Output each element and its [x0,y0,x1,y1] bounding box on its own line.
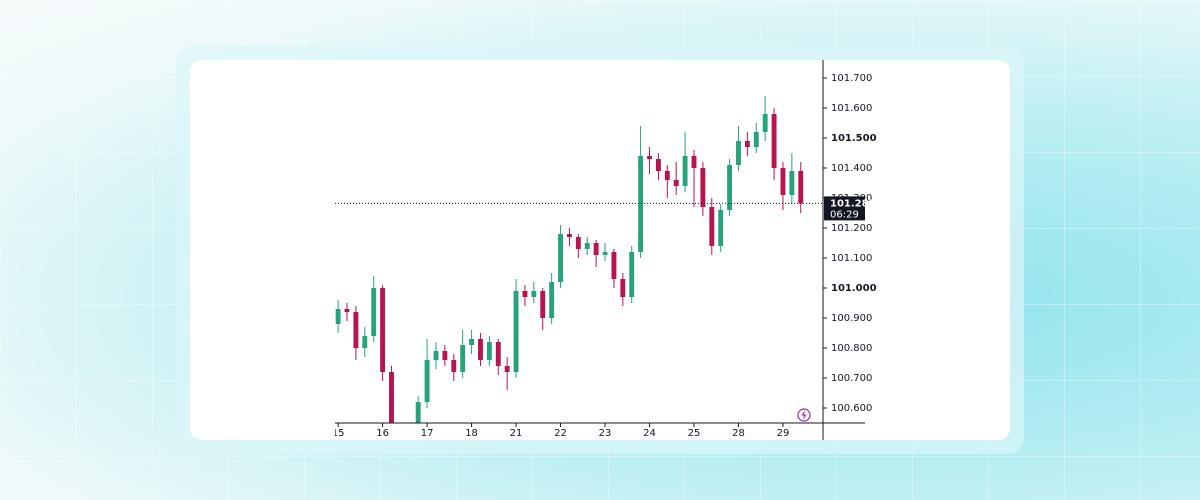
plot-area [335,96,804,423]
candle-body [371,288,377,336]
candle-body [549,282,555,318]
y-tick-label: 101.400 [831,163,872,174]
candle-body [611,252,617,279]
candle-body [469,339,475,345]
y-tick-label: 101.200 [831,223,872,234]
candle-body [460,345,466,372]
y-tick-label: 101.700 [831,73,872,84]
candle-body [691,156,697,168]
candle-body [424,360,430,402]
candle-body [762,114,768,132]
y-tick-label: 101.000 [831,283,877,294]
y-tick-label: 100.800 [831,343,872,354]
candle-body [629,252,635,297]
candle-body [442,351,448,360]
last-price-box [824,196,865,221]
candle-body [744,141,750,147]
candle-body [522,291,528,297]
candle-body [647,156,652,159]
candle-body [353,312,359,348]
x-tick-label: 22 [554,428,567,439]
x-tick-label: 24 [643,428,656,439]
candle-body [718,210,724,246]
candle-body [771,114,777,168]
candle-body [753,132,759,147]
y-tick-label: 100.900 [831,313,872,324]
card [190,60,1010,440]
candle-body [495,342,501,366]
candle-body [380,288,386,372]
last-price-label: 101.282 [830,198,876,209]
candle-body [798,171,804,204]
candle-body [638,156,644,252]
candle-body [655,159,661,171]
candle-body [602,252,608,255]
candle-body [415,402,421,423]
candle-body [620,279,626,297]
candle-body [344,309,350,312]
candle-body [727,165,733,210]
candle-body [780,168,786,195]
status-icon [797,408,811,422]
candle-body [540,291,546,318]
candle-body [673,180,679,186]
candle-body [664,171,670,180]
candle-body [736,141,741,165]
x-tick-label: 25 [688,428,701,439]
y-tick-label: 101.600 [831,103,872,114]
candle-body [584,243,590,249]
candle-body [700,168,706,207]
x-tick-label: 17 [421,428,434,439]
candle-body [682,156,688,186]
candle-body [478,339,483,360]
x-tick-label: 15 [332,428,345,439]
x-tick-label: 21 [510,428,523,439]
candle-body [486,342,492,360]
x-tick-label: 23 [599,428,612,439]
candle-body [335,309,341,324]
candle-body [566,234,572,237]
candle-body [513,291,519,372]
x-tick-label: 29 [777,428,790,439]
candle-body [593,243,599,255]
x-tick-label: 16 [376,428,389,439]
candle-body [389,372,394,423]
y-tick-label: 101.500 [831,133,877,144]
candle-body [575,237,581,249]
candle-body [451,360,457,372]
x-tick-label: 18 [465,428,478,439]
x-axis: 15 16 17 18 21 22 23 24 25 28 29 [332,423,790,439]
x-tick-label: 28 [732,428,745,439]
y-tick-label: 100.700 [831,373,872,384]
candle-body [362,336,368,348]
y-tick-label: 100.600 [831,403,872,414]
y-tick-label: 101.100 [831,253,872,264]
candle-body [709,207,715,246]
countdown-label: 06:29 [830,209,859,220]
candle-body [789,171,795,195]
candle-body [504,366,510,372]
candle-body [433,351,439,360]
candle-body [531,291,537,297]
candle-body [558,234,563,282]
